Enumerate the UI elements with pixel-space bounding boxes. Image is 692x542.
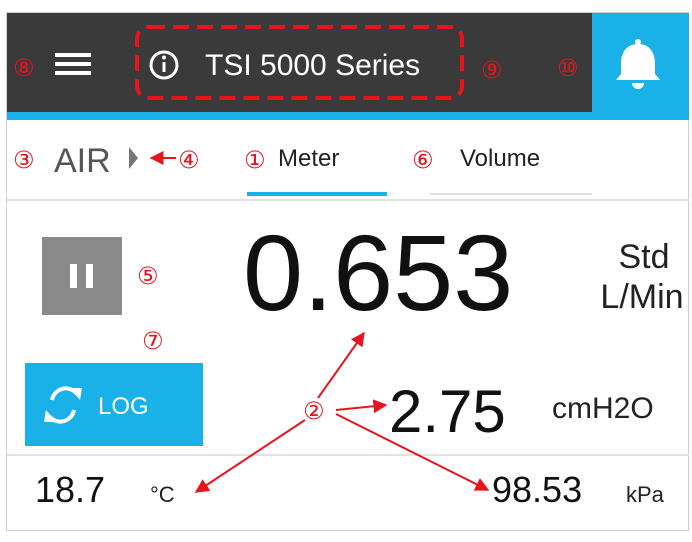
log-label[interactable]: LOG (98, 393, 149, 420)
info-dot (162, 55, 166, 60)
gas-selector[interactable]: AIR (54, 142, 111, 180)
annotation-arrow (335, 399, 388, 414)
absolute-pressure-unit: kPa (626, 482, 665, 507)
bell-clapper (632, 83, 644, 89)
menu-bar (55, 71, 91, 75)
annotation-arrows (194, 331, 490, 493)
sync-head (70, 388, 82, 400)
annotation: ② (303, 397, 325, 425)
annotation: ⑩ (557, 54, 579, 82)
annotation-arrow (335, 413, 490, 491)
annotation: ⑤ (137, 262, 159, 290)
sync-head (44, 410, 56, 422)
top-bar-strip (7, 112, 689, 120)
pause-bar (86, 264, 93, 288)
annotation: ① (244, 146, 266, 174)
flow-unit: Std (618, 238, 669, 276)
annotation: ③ (13, 146, 35, 174)
annotation-arrow (194, 419, 306, 493)
highlight-box (135, 25, 464, 100)
menu-bar (55, 53, 91, 57)
bell-icon (616, 39, 660, 89)
flow-value: 0.653 (243, 212, 513, 333)
annotation-arrow (317, 331, 365, 399)
annotation: ⑥ (412, 146, 434, 174)
info-stem (162, 62, 166, 72)
tab-indicator (247, 192, 387, 196)
annotation: ⑧ (13, 54, 35, 82)
gas-arrow[interactable] (129, 147, 138, 169)
info-circle (149, 50, 179, 80)
menu-bar (55, 62, 91, 66)
tab-volume[interactable]: Volume (460, 145, 540, 172)
temperature-value: 18.7 (35, 469, 105, 510)
info-icon[interactable] (149, 50, 179, 80)
top-bar (7, 13, 689, 112)
flow-unit: L/Min (600, 278, 683, 316)
separator (7, 454, 689, 456)
log-button[interactable] (25, 363, 203, 446)
pause-button[interactable] (42, 237, 122, 315)
annotation: ⑦ (142, 327, 164, 355)
temperature-unit: °C (150, 482, 175, 507)
absolute-pressure-value: 98.53 (492, 469, 582, 510)
menu-button[interactable] (55, 53, 91, 75)
device-title[interactable]: TSI 5000 Series (205, 49, 420, 82)
bell-top (635, 39, 641, 45)
tab-meter[interactable]: Meter (278, 145, 339, 172)
tab-underline (430, 193, 592, 195)
pause-bar (70, 264, 77, 288)
bell-body (616, 44, 660, 80)
separator (7, 199, 689, 201)
pressure-value: 2.75 (389, 378, 506, 445)
annotation: ⑨ (481, 56, 503, 84)
annotation: ④ (178, 146, 200, 174)
pressure-unit: cmH2O (552, 392, 654, 425)
